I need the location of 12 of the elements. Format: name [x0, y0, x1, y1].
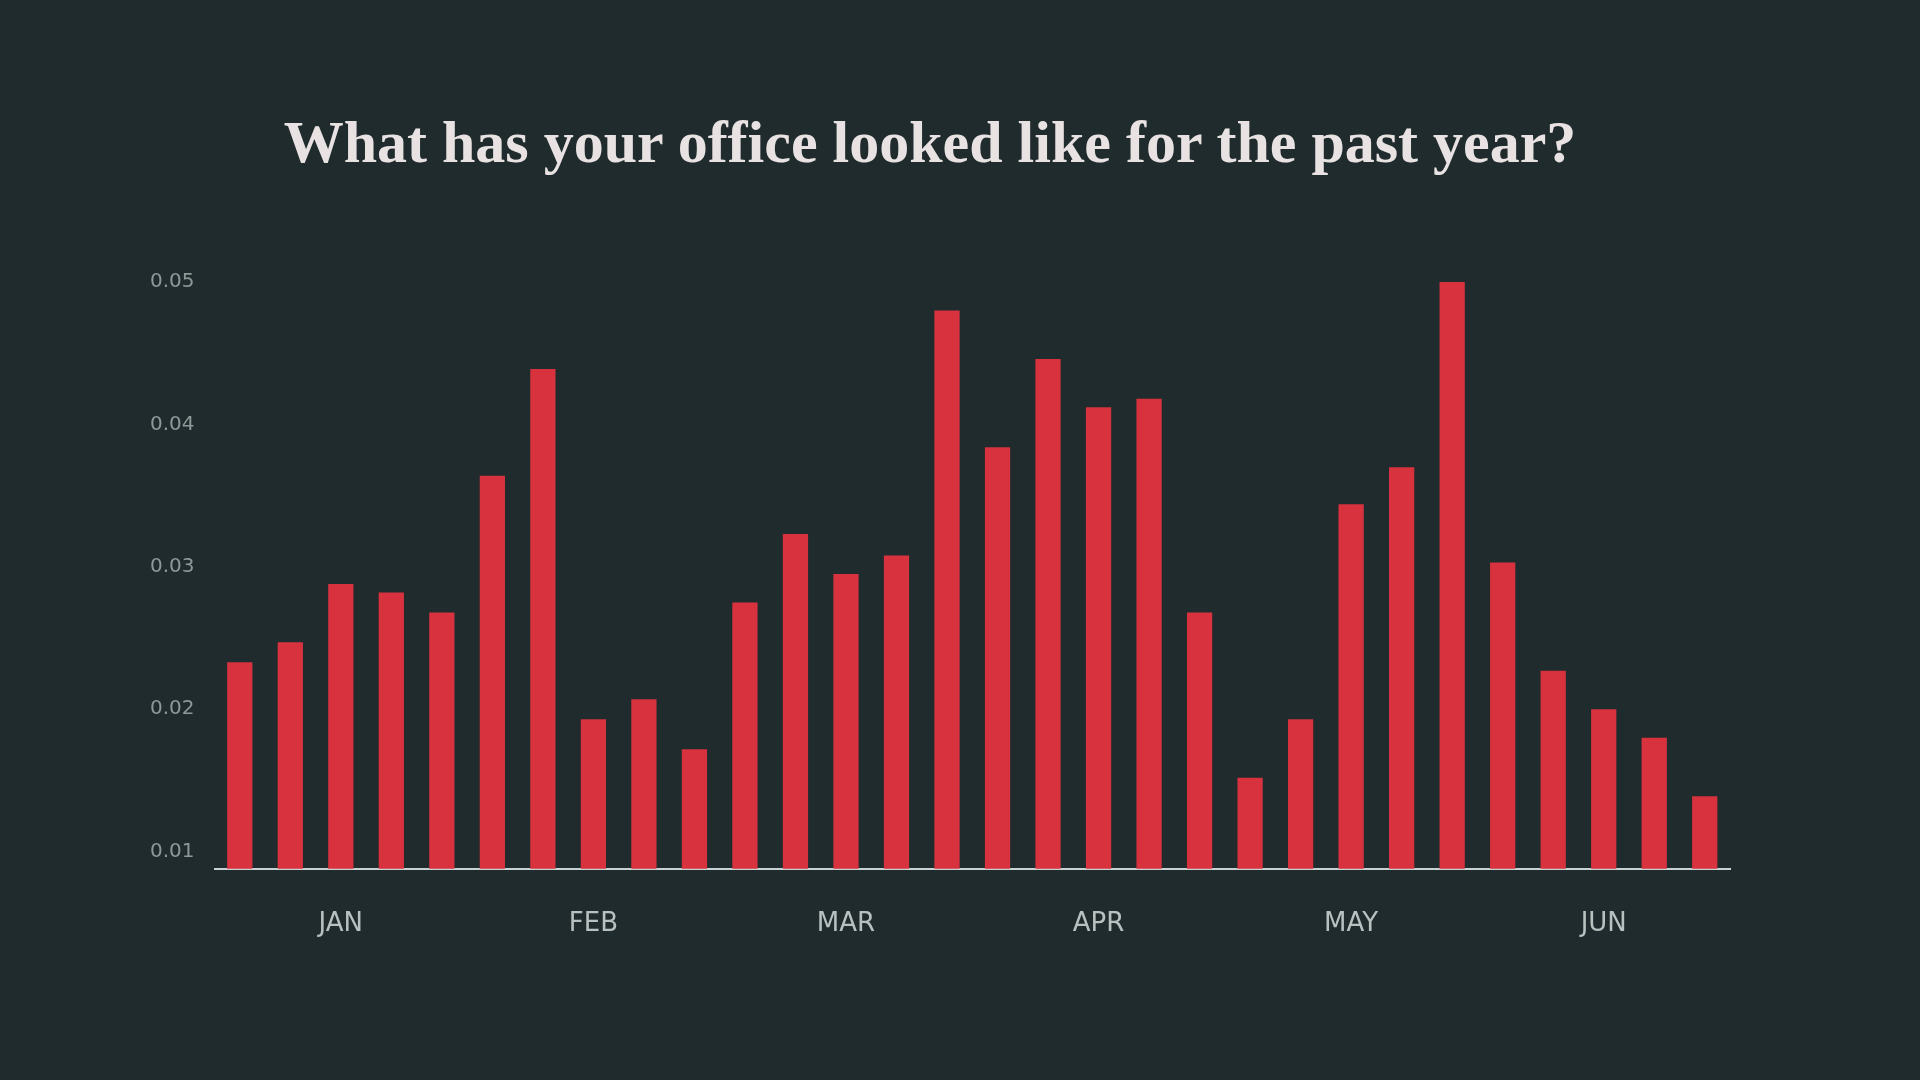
x-tick-label: MAR — [816, 907, 876, 938]
y-tick-label: 0.05 — [150, 268, 195, 293]
y-tick-label: 0.02 — [150, 695, 195, 720]
x-tick-label: MAY — [1324, 907, 1379, 938]
x-tick-label: JAN — [316, 907, 364, 938]
y-tick-label: 0.04 — [150, 410, 195, 435]
y-tick-label: 0.01 — [150, 837, 195, 862]
y-tick-label: 0.03 — [150, 553, 195, 578]
chart-title: What has your office looked like for the past year? — [283, 108, 1577, 175]
x-tick-label: APR — [1072, 907, 1125, 938]
x-tick-label: FEB — [568, 907, 619, 938]
x-tick-label: JUN — [1578, 907, 1627, 938]
